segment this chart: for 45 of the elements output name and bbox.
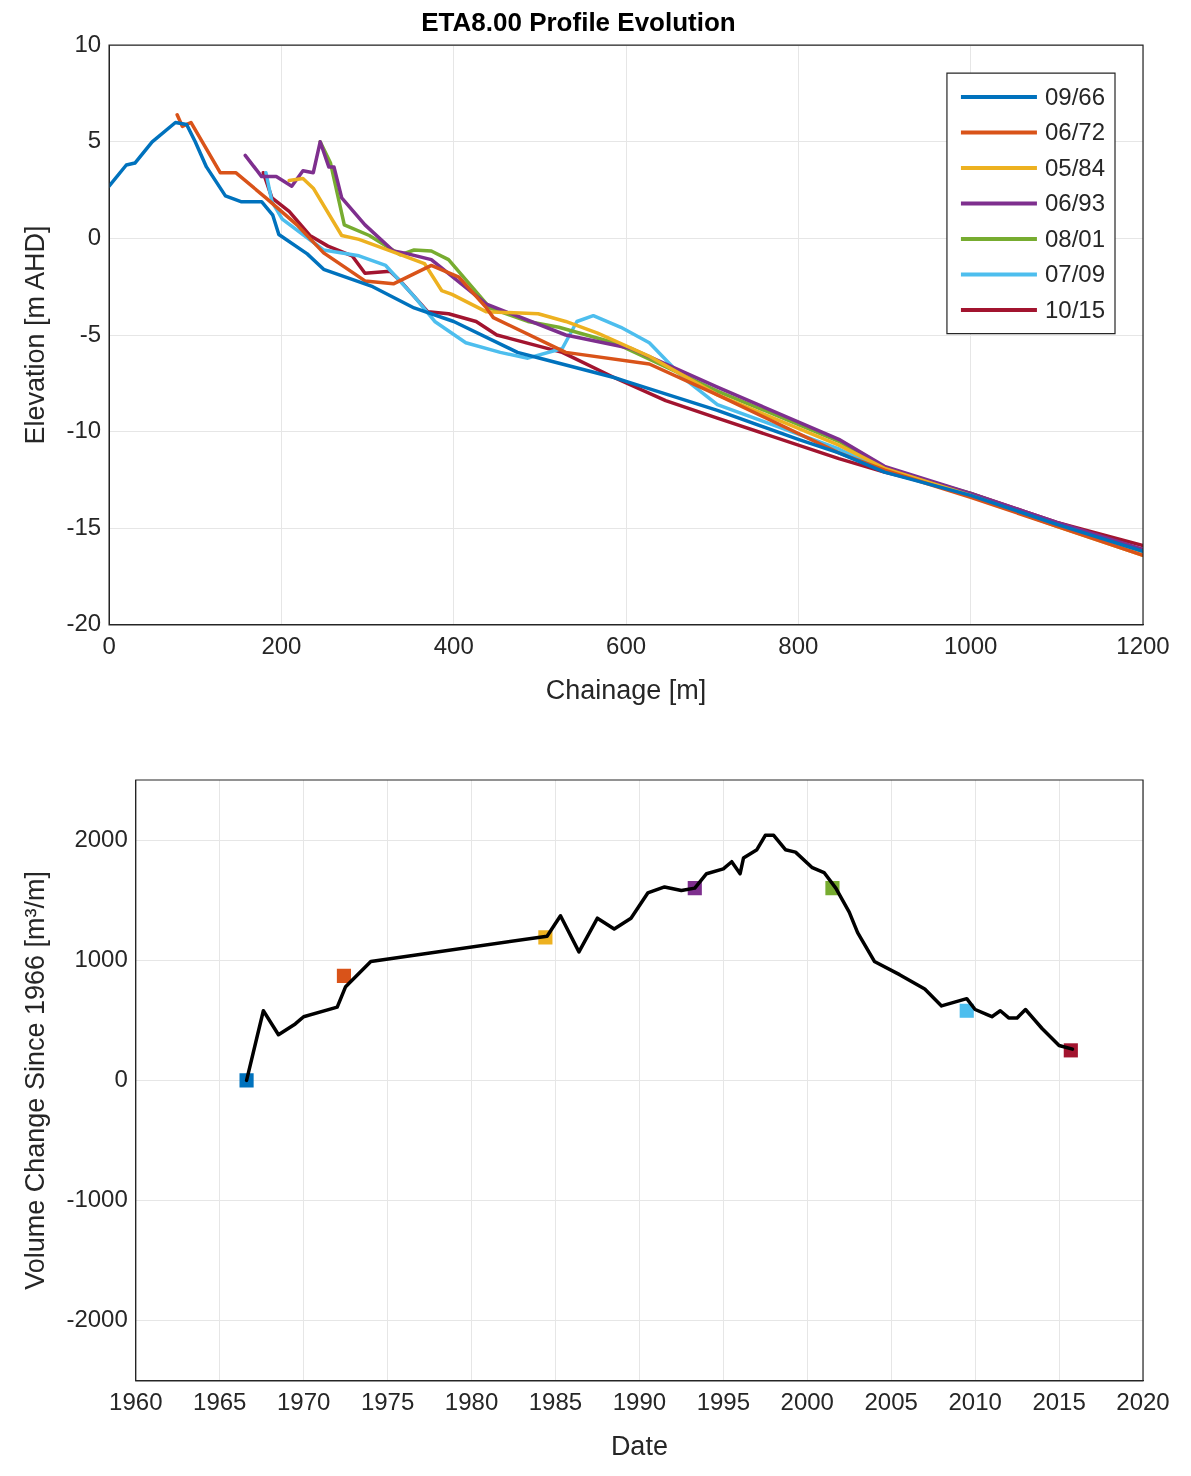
- x-tick-label: 2015: [1032, 1387, 1086, 1415]
- legend-label: 06/72: [1044, 118, 1105, 146]
- x-tick-label: 1970: [276, 1387, 331, 1415]
- x-axis-title: Date: [610, 1431, 668, 1462]
- y-tick-label: -1000: [66, 1185, 128, 1213]
- legend-label: 10/15: [1044, 295, 1105, 323]
- x-tick-label: 1980: [444, 1387, 499, 1415]
- legend-label: 06/93: [1044, 189, 1105, 217]
- y-tick-label: -15: [66, 512, 102, 540]
- legend-label: 08/01: [1044, 224, 1105, 252]
- chart-title: ETA8.00 Profile Evolution: [421, 6, 736, 37]
- x-axis-title: Chainage [m]: [545, 675, 707, 706]
- x-tick-label: 400: [433, 631, 474, 659]
- x-tick-label: 600: [606, 631, 647, 659]
- x-tick-label: 2005: [864, 1387, 918, 1415]
- x-tick-label: 200: [261, 631, 302, 659]
- legend-label: 07/09: [1044, 260, 1105, 288]
- x-tick-label: 1960: [109, 1387, 163, 1415]
- x-tick-label: 1965: [193, 1387, 247, 1415]
- x-tick-label: 1990: [612, 1387, 667, 1415]
- y-tick-label: 2000: [74, 824, 128, 852]
- point: [336, 968, 352, 983]
- legend-label: 09/66: [1044, 82, 1105, 110]
- y-axis-title: Elevation [m AHD]: [19, 225, 50, 445]
- x-tick-label: 2010: [948, 1387, 1002, 1415]
- y-tick-label: -20: [66, 609, 102, 637]
- y-tick-label: 5: [87, 126, 102, 154]
- x-tick-label: 1985: [528, 1387, 583, 1415]
- x-tick-label: 2000: [780, 1387, 834, 1415]
- x-tick-label: 1995: [696, 1387, 751, 1415]
- x-tick-label: 800: [778, 631, 819, 659]
- x-tick-label: 1975: [360, 1387, 415, 1415]
- y-axis-title: Volume Change Since 1966 [m³/m]: [19, 871, 50, 1290]
- x-tick-label: 1000: [943, 631, 998, 659]
- point: [959, 1003, 974, 1018]
- y-tick-label: -5: [79, 319, 102, 347]
- y-tick-label: 0: [87, 223, 102, 251]
- x-tick-label: 1200: [1116, 631, 1170, 659]
- y-tick-label: 0: [114, 1065, 128, 1093]
- y-tick-label: -10: [66, 416, 102, 444]
- legend-label: 05/84: [1044, 153, 1105, 181]
- y-tick-label: 10: [74, 29, 102, 57]
- x-tick-label: 2020: [1116, 1387, 1170, 1415]
- y-tick-label: -2000: [66, 1305, 128, 1333]
- y-tick-label: 1000: [74, 944, 128, 972]
